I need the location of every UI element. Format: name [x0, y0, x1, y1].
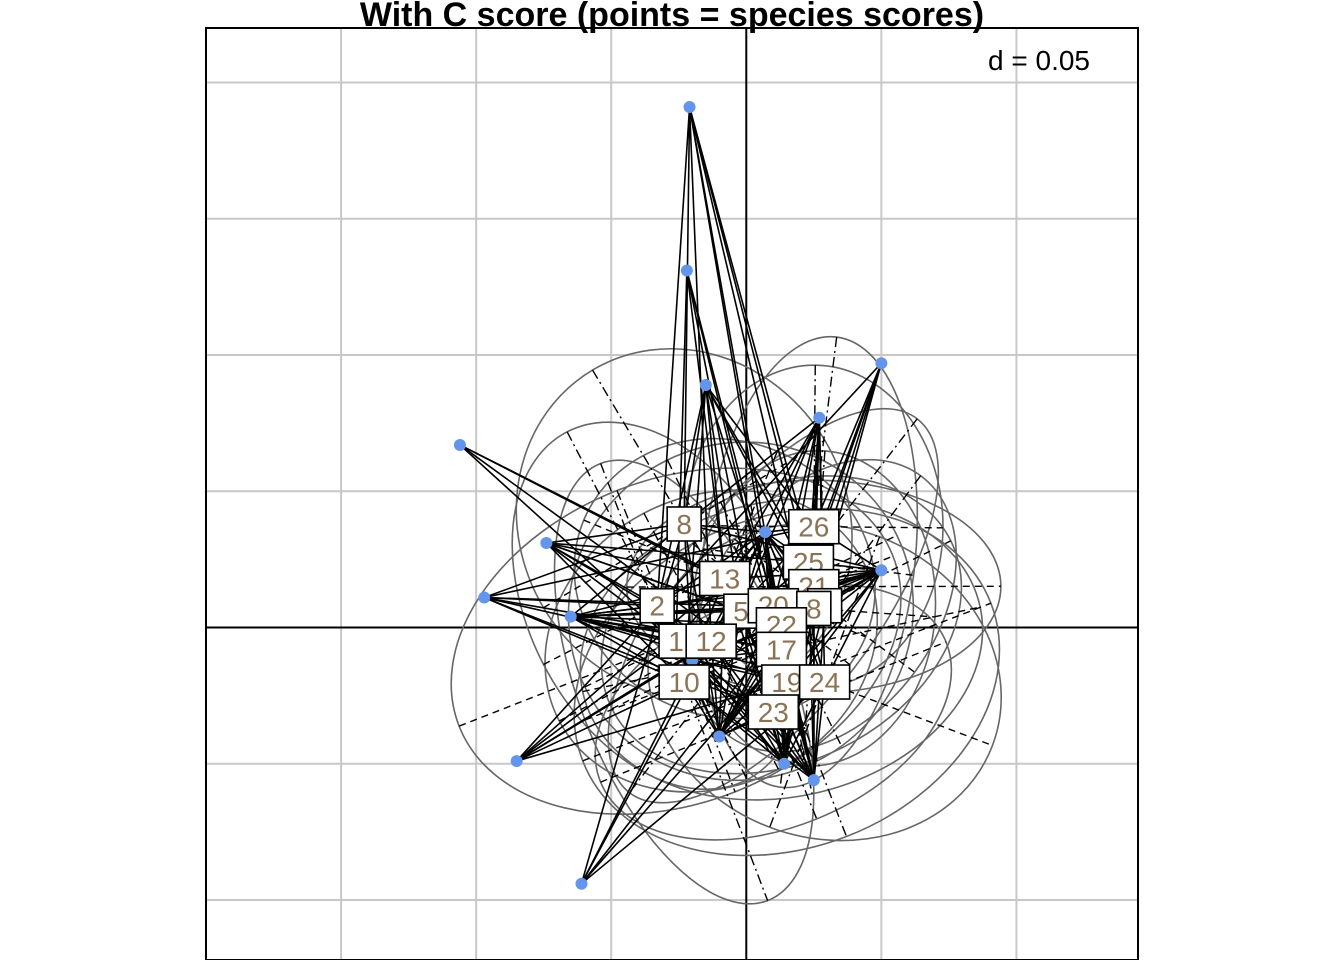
site-label-box — [788, 508, 840, 545]
site-label-text: 13 — [709, 563, 740, 594]
ellipse-minor-axis — [802, 450, 826, 767]
site-label-text: 2 — [649, 591, 665, 622]
site-label: 10 — [658, 664, 710, 700]
link-line — [545, 542, 677, 642]
species-points — [453, 101, 888, 890]
site-label-box — [666, 506, 702, 542]
site-labels: 826251321252048221121710192423 — [639, 506, 851, 730]
ellipse-major-axis — [543, 546, 772, 666]
site-label-text: 8 — [676, 509, 692, 540]
link-line — [675, 270, 688, 642]
species-point — [453, 438, 466, 451]
site-label-text: 19 — [771, 667, 802, 698]
link-line — [740, 417, 820, 612]
link-line — [546, 523, 685, 544]
link-line — [516, 681, 788, 762]
species-point — [683, 101, 696, 114]
site-label: 23 — [747, 694, 800, 730]
site-label-text: 5 — [733, 596, 749, 627]
link-line — [683, 384, 707, 525]
species-point — [713, 730, 726, 743]
ellipse-major-axis — [582, 606, 981, 693]
species-point — [699, 378, 712, 391]
link-line — [483, 596, 685, 683]
link-line — [580, 681, 685, 885]
site-label: 12 — [685, 623, 737, 659]
link-line — [686, 270, 775, 606]
species-point — [875, 564, 888, 577]
link-line — [688, 106, 788, 683]
link-line — [688, 106, 815, 587]
site-label-text: 23 — [758, 697, 789, 728]
link-line — [686, 270, 726, 579]
link-line — [813, 362, 883, 528]
site-label-text: 17 — [766, 634, 797, 665]
site-label: 2 — [639, 587, 675, 624]
link-line — [683, 107, 691, 524]
ellipse-major-axis — [543, 439, 826, 609]
site-label-text: 8 — [806, 593, 822, 624]
link-line — [546, 542, 809, 563]
link-line — [823, 569, 883, 683]
site-label: 17 — [755, 631, 808, 668]
grid-lines — [205, 28, 1138, 960]
ellipse-minor-axis — [600, 463, 769, 901]
link-line — [656, 384, 707, 606]
link-line — [705, 384, 815, 528]
species-point — [807, 774, 820, 787]
link-line — [516, 681, 685, 762]
species-point — [478, 591, 491, 604]
site-label-text: 26 — [798, 512, 829, 543]
species-point — [875, 357, 888, 370]
site-label: 13 — [698, 560, 751, 597]
link-line — [688, 106, 712, 642]
site-label-box — [698, 560, 751, 597]
link-line — [704, 384, 726, 579]
link-line — [483, 596, 774, 713]
link-line — [723, 417, 820, 579]
link-line — [580, 523, 685, 884]
site-label-text: 1 — [668, 626, 684, 657]
site-label: 26 — [788, 508, 840, 545]
species-point — [540, 537, 553, 550]
site-label-box — [658, 664, 710, 700]
species-point — [680, 264, 693, 277]
link-line — [656, 106, 691, 606]
site-label-box — [639, 587, 675, 624]
species-point — [759, 526, 772, 539]
species-point — [510, 755, 523, 768]
plot-frame — [205, 27, 1139, 960]
site-label: 8 — [666, 506, 702, 542]
species-point — [575, 877, 588, 890]
chart-title: With C score (points = species scores) — [360, 0, 984, 34]
species-point — [813, 411, 826, 424]
site-label-box — [798, 664, 851, 700]
origin-axes — [206, 28, 1138, 960]
grid-scale-label: d = 0.05 — [988, 45, 1090, 76]
link-line — [483, 523, 685, 599]
link-line — [516, 640, 712, 762]
site-label-box — [747, 694, 800, 730]
site-label-text: 10 — [669, 667, 700, 698]
site-label-box — [755, 631, 808, 668]
site-label-text: 24 — [809, 667, 840, 698]
site-label-box — [685, 623, 737, 659]
site-label: 24 — [798, 664, 851, 700]
species-point — [564, 610, 577, 623]
link-line — [546, 542, 725, 580]
species-point — [778, 757, 791, 770]
site-label-text: 12 — [696, 626, 727, 657]
